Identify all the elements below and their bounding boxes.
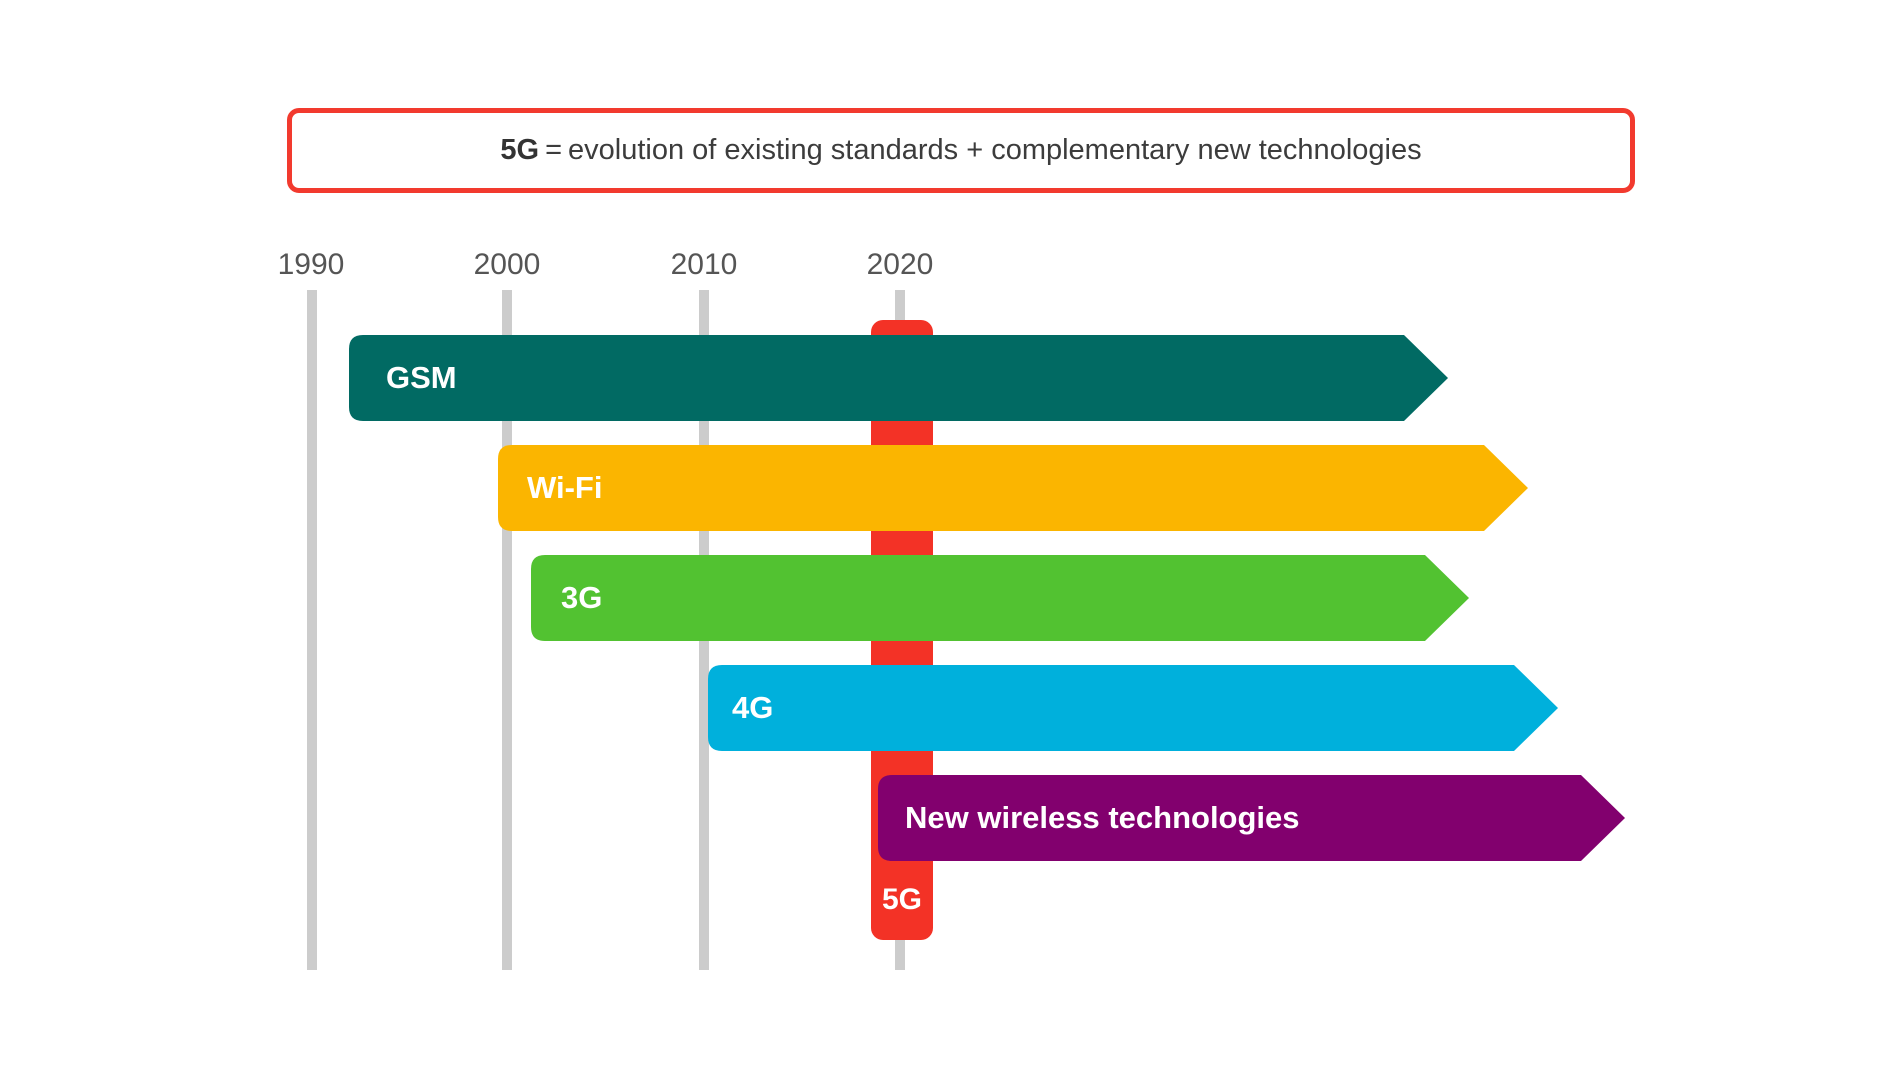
headline-box: 5G = evolution of existing standards + c…: [287, 108, 1635, 193]
bar-label-wifi: Wi-Fi: [527, 470, 603, 505]
bar-wifi: [498, 445, 1528, 531]
headline-text: evolution of existing standards + comple…: [568, 134, 1422, 166]
year-label-2020: 2020: [866, 248, 934, 281]
gridline-1990: [307, 290, 317, 970]
year-label-2000: 2000: [473, 248, 541, 281]
bar-new-wireless: [878, 775, 1625, 861]
bar-label-gsm: GSM: [386, 360, 457, 395]
fiveg-marker-label: 5G: [881, 883, 923, 916]
bar-label-3g: 3G: [561, 580, 603, 615]
bar-3g: [531, 555, 1469, 641]
bar-4g: [708, 665, 1558, 751]
headline-bold-5g: 5G: [500, 134, 540, 166]
gridline-2000: [502, 290, 512, 970]
year-label-1990: 1990: [277, 248, 345, 281]
year-label-2010: 2010: [670, 248, 738, 281]
headline-equals: =: [545, 134, 563, 166]
bar-label-new-wireless: New wireless technologies: [905, 800, 1300, 835]
bar-label-4g: 4G: [732, 690, 774, 725]
bar-gsm: [349, 335, 1448, 421]
